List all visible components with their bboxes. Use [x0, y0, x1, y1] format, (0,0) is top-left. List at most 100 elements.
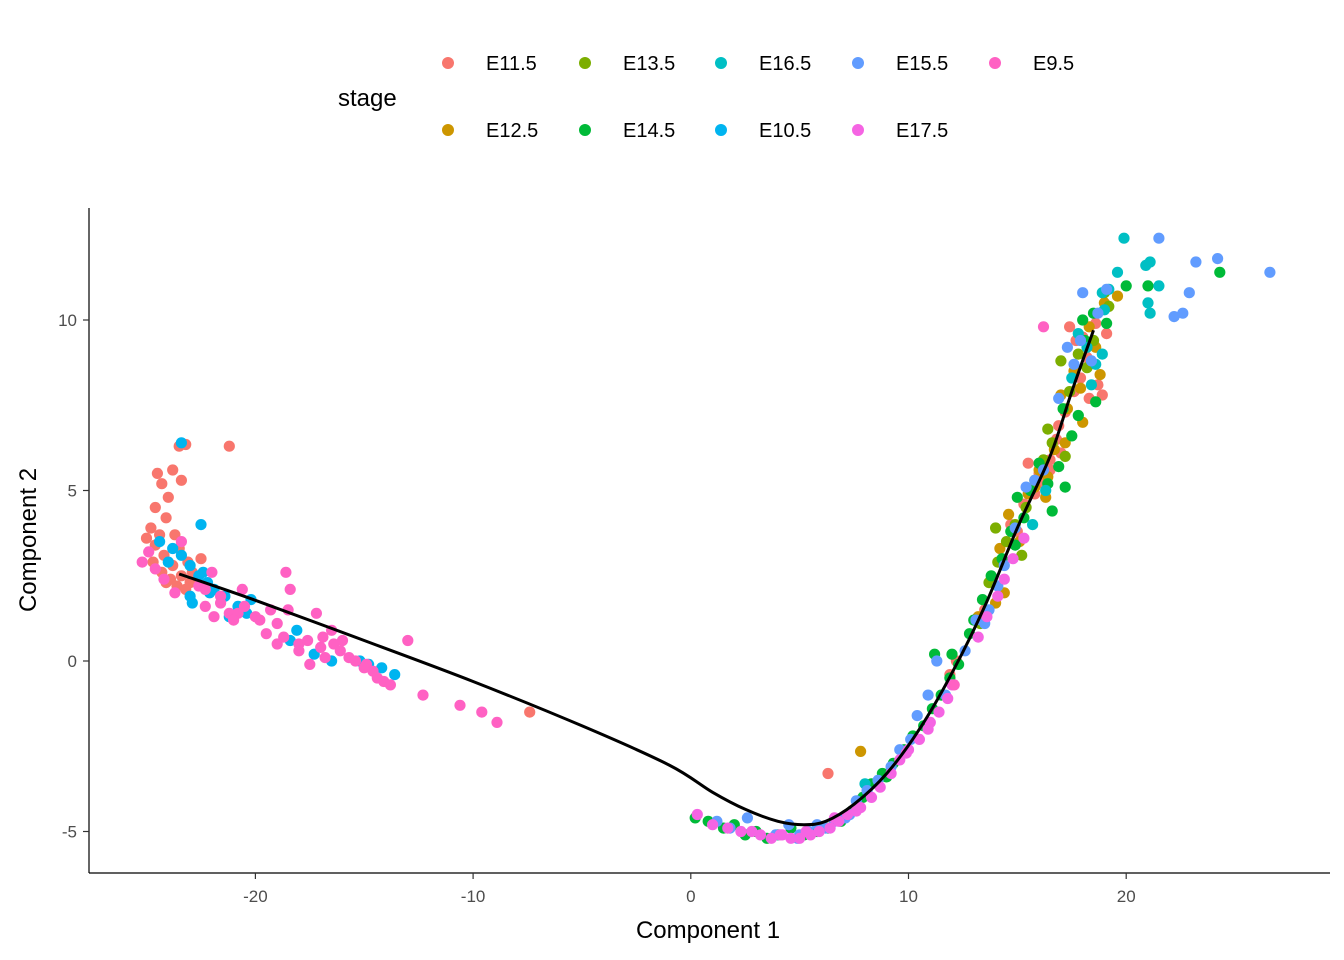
- data-point: [319, 652, 331, 664]
- data-point: [336, 634, 349, 647]
- data-point: [765, 832, 777, 844]
- y-tick-label: 0: [68, 652, 77, 671]
- data-point: [850, 805, 862, 817]
- data-point: [1042, 423, 1054, 435]
- legend-swatch: [715, 57, 727, 69]
- data-point: [158, 573, 170, 585]
- legend-swatch: [442, 57, 454, 69]
- data-point: [167, 464, 179, 476]
- data-point: [1072, 348, 1084, 360]
- data-point: [1018, 532, 1030, 544]
- data-point: [924, 716, 936, 729]
- data-point: [1059, 481, 1071, 493]
- series-E17.5: [691, 532, 1030, 844]
- x-tick-label: -10: [461, 887, 486, 906]
- data-point: [990, 522, 1002, 534]
- data-point: [1074, 334, 1087, 347]
- data-point: [1020, 481, 1032, 493]
- x-axis-title: Component 1: [636, 917, 780, 944]
- y-ticks: -5 0 5 10: [58, 311, 89, 842]
- data-point: [998, 573, 1010, 585]
- data-point: [946, 648, 958, 660]
- data-point: [707, 819, 719, 831]
- data-point: [1016, 549, 1028, 561]
- data-point: [315, 641, 327, 654]
- legend-label: E13.5: [623, 53, 675, 75]
- data-point: [334, 645, 346, 657]
- legend-item-E13.5: E13.5: [579, 53, 675, 75]
- legend-item-E15.5: E15.5: [852, 53, 948, 75]
- data-point: [913, 733, 926, 746]
- x-tick-label: 20: [1117, 887, 1136, 906]
- data-point: [199, 583, 211, 596]
- data-point: [1111, 290, 1124, 302]
- data-point: [358, 662, 370, 674]
- legend-label: E12.5: [486, 120, 538, 142]
- data-point: [1077, 314, 1089, 326]
- data-point: [992, 590, 1004, 602]
- data-point: [491, 716, 503, 729]
- y-tick-label: 5: [68, 482, 77, 501]
- legend-swatch: [989, 57, 1001, 69]
- data-point: [855, 745, 867, 758]
- data-point: [813, 825, 825, 838]
- data-point: [1068, 358, 1080, 370]
- data-point: [1118, 232, 1130, 244]
- x-tick-label: 10: [899, 887, 918, 906]
- data-point: [1111, 266, 1124, 278]
- data-point: [1212, 253, 1224, 265]
- data-point: [1027, 519, 1039, 531]
- legend-swatch: [852, 57, 864, 69]
- data-point: [293, 645, 305, 657]
- data-point: [376, 662, 388, 674]
- legend-swatch: [715, 124, 727, 136]
- data-point: [236, 583, 248, 596]
- data-point: [1264, 266, 1276, 278]
- legend-label: E11.5: [486, 53, 537, 75]
- data-point: [822, 767, 834, 780]
- legend-swatch: [852, 124, 864, 136]
- data-point: [1094, 369, 1106, 381]
- data-point: [1066, 430, 1078, 442]
- data-point: [1183, 287, 1195, 299]
- data-point: [1144, 256, 1156, 268]
- data-point: [1190, 256, 1202, 268]
- data-point: [942, 692, 954, 705]
- data-point: [1168, 311, 1180, 323]
- data-point: [1037, 321, 1050, 333]
- data-point: [691, 808, 703, 821]
- data-point: [215, 597, 227, 609]
- legend-item-E12.5: E12.5: [442, 120, 538, 142]
- data-point: [206, 566, 218, 578]
- legend-item-E14.5: E14.5: [579, 120, 675, 142]
- data-point: [1153, 232, 1165, 244]
- data-point: [1144, 307, 1156, 319]
- legend-label: E14.5: [623, 120, 675, 142]
- data-point: [785, 832, 797, 844]
- data-point: [1046, 505, 1058, 517]
- data-point: [1003, 508, 1015, 520]
- data-point: [195, 553, 207, 565]
- data-point: [317, 631, 329, 643]
- legend-label: E15.5: [896, 53, 948, 75]
- legend-item-E11.5: E11.5: [442, 53, 537, 75]
- data-point: [985, 570, 997, 582]
- x-tick-label: -20: [243, 887, 268, 906]
- series-E9.5: [136, 321, 1050, 729]
- data-point: [1142, 297, 1154, 309]
- legend-title: stage: [338, 85, 397, 112]
- legend-swatch: [579, 124, 591, 136]
- data-point: [271, 617, 283, 630]
- data-point: [149, 501, 161, 514]
- data-point: [260, 628, 272, 640]
- series-E15.5: [711, 232, 1276, 844]
- data-point: [1011, 491, 1023, 503]
- data-point: [389, 669, 401, 681]
- data-point: [931, 655, 943, 667]
- data-point: [143, 546, 155, 558]
- data-point: [972, 631, 984, 643]
- data-point: [175, 474, 187, 486]
- data-point: [223, 440, 235, 452]
- data-point: [865, 791, 878, 804]
- data-point: [197, 566, 209, 578]
